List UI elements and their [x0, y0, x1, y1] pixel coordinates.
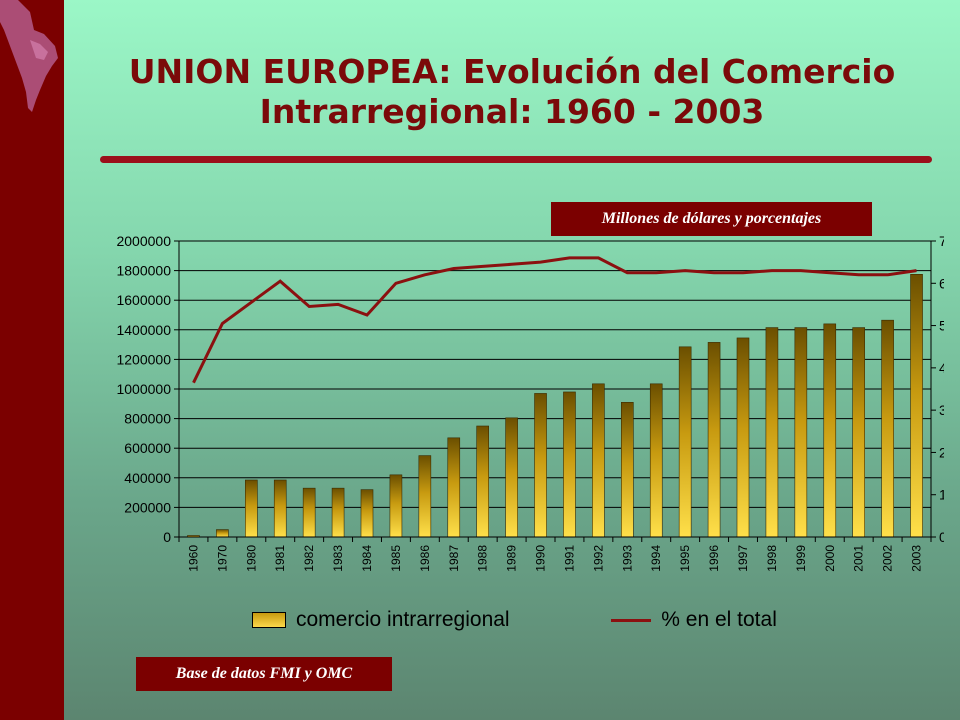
- right-tick-label: 0.0: [939, 529, 944, 545]
- x-tick-label: 1983: [331, 545, 345, 572]
- x-tick-label: 1990: [534, 545, 548, 572]
- left-tick-label: 800000: [124, 411, 171, 427]
- x-tick-label: 1980: [244, 545, 258, 572]
- right-axis-ticks: 0.0 10.0 20.0 30.0 40.0 50.0 60.0 70.0: [931, 233, 944, 545]
- left-axis-ticks: 0 200000 400000 600000 800000 1000000 1200000 1…: [116, 233, 179, 545]
- x-tick-label: 1988: [476, 545, 490, 572]
- source-badge: Base de datos FMI y OMC: [136, 657, 392, 691]
- bar-series: [187, 273, 923, 538]
- title-line-1: UNION EUROPEA: Evolución del Comercio: [128, 52, 896, 91]
- line-series: [192, 256, 917, 384]
- left-tick-label: 1200000: [116, 351, 171, 367]
- x-tick-label: 1984: [360, 545, 374, 572]
- bar: [505, 417, 518, 538]
- bar: [707, 342, 721, 538]
- bar: [649, 383, 663, 538]
- percent-line: [192, 256, 917, 384]
- legend-bar-label: comercio intrarregional: [296, 608, 510, 631]
- bar: [563, 391, 576, 538]
- bar: [592, 383, 605, 538]
- bar: [736, 337, 750, 538]
- x-tick-label: 2002: [881, 545, 895, 572]
- left-tick-label: 1600000: [116, 292, 171, 308]
- bar: [216, 529, 229, 538]
- right-tick-label: 50.0: [939, 318, 944, 334]
- plot-frame: [178, 240, 932, 538]
- legend-bar-swatch: [252, 612, 286, 629]
- bar: [765, 327, 779, 538]
- x-tick-label: 1999: [794, 545, 808, 572]
- left-tick-label: 2000000: [116, 233, 171, 249]
- bar: [852, 327, 865, 538]
- bar: [678, 346, 692, 538]
- bar: [273, 479, 287, 538]
- trade-chart: 0 200000 400000 600000 800000 1000000 1200000 1…: [116, 233, 944, 572]
- x-tick-label: 1960: [186, 545, 200, 572]
- gridlines: [179, 240, 931, 538]
- left-decorative-bar: [0, 0, 64, 720]
- x-tick-label: 1994: [649, 545, 663, 572]
- left-tick-label: 1400000: [116, 322, 171, 338]
- legend-line-swatch: [611, 618, 652, 622]
- right-tick-label: 30.0: [939, 402, 944, 418]
- x-tick-label: 1987: [447, 545, 461, 572]
- right-tick-label: 20.0: [939, 444, 944, 460]
- legend: comercio intrarregional % en el total: [252, 608, 777, 632]
- left-tick-label: 200000: [124, 499, 171, 515]
- x-tick-label: 2001: [852, 545, 866, 572]
- left-tick-label: 400000: [124, 470, 171, 486]
- bar: [794, 327, 808, 538]
- x-tick-label: 1991: [562, 545, 576, 572]
- x-tick-label: 1985: [389, 545, 403, 572]
- right-tick-label: 10.0: [939, 487, 944, 503]
- left-tick-label: 0: [163, 529, 171, 545]
- page-title: UNION EUROPEA: Evolución del Comercio In…: [64, 52, 960, 132]
- bar: [534, 393, 547, 538]
- left-tick-label: 1000000: [116, 381, 171, 397]
- legend-line-label: % en el total: [661, 608, 777, 631]
- x-tick-label: 1992: [591, 545, 605, 572]
- left-tick-label: 600000: [124, 440, 171, 456]
- bar: [245, 479, 258, 538]
- bar: [389, 474, 403, 538]
- x-tick-label: 1986: [418, 545, 432, 572]
- bar: [621, 402, 634, 538]
- left-tick-label: 1800000: [116, 263, 171, 279]
- right-tick-label: 70.0: [939, 233, 944, 249]
- bar: [910, 273, 923, 538]
- x-tick-label: 1995: [678, 545, 692, 572]
- right-tick-label: 40.0: [939, 360, 944, 376]
- bar: [302, 487, 316, 538]
- bar: [360, 489, 374, 538]
- title-underline: [100, 156, 932, 163]
- bar: [476, 425, 489, 538]
- bar: [418, 455, 432, 538]
- x-axis-ticks: 1960 1970 1980 1981 1982 1983 1984 1985 1986 1987…: [178, 537, 932, 572]
- x-tick-label: 1997: [736, 545, 750, 572]
- bar: [447, 437, 461, 538]
- x-tick-label: 1998: [765, 545, 779, 572]
- x-tick-label: 2000: [823, 545, 837, 572]
- title-line-2: Intrarregional: 1960 - 2003: [259, 92, 765, 131]
- x-tick-label: 1996: [707, 545, 721, 572]
- right-tick-label: 60.0: [939, 275, 944, 291]
- x-tick-label: 1970: [215, 545, 229, 572]
- x-tick-label: 1981: [273, 545, 287, 572]
- x-tick-label: 2003: [910, 545, 924, 572]
- bar: [331, 487, 345, 538]
- americas-map-icon: [0, 0, 58, 112]
- x-tick-label: 1989: [505, 545, 519, 572]
- x-tick-label: 1982: [302, 545, 316, 572]
- units-badge: Millones de dólares y porcentajes: [551, 202, 872, 236]
- bar: [823, 323, 837, 538]
- bar: [881, 319, 894, 538]
- x-tick-label: 1993: [620, 545, 634, 572]
